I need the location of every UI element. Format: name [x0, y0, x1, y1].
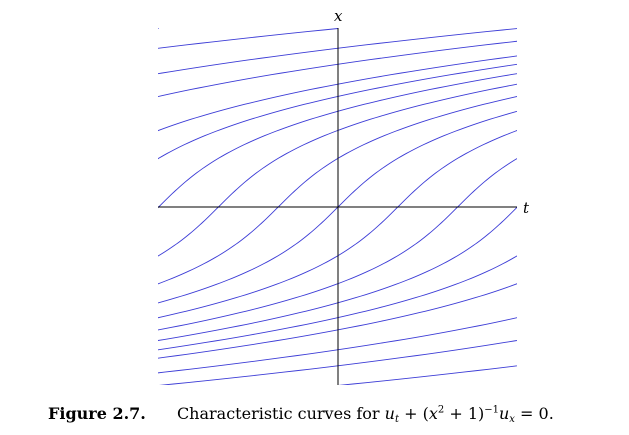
characteristic-curve-20	[158, 28, 159, 30]
caption-x1: x	[428, 404, 438, 423]
caption-u1: u	[384, 404, 395, 423]
characteristic-curve-16	[158, 55, 517, 132]
characteristic-curve-6	[158, 283, 517, 359]
caption-plus-one: + 1)	[444, 404, 485, 423]
caption-sup-neg1: −1	[484, 404, 499, 416]
caption-sub-x: x	[509, 414, 515, 425]
caption-plus-open: + (	[399, 404, 429, 423]
caption-sup2: 2	[437, 404, 445, 416]
characteristic-curve-8	[158, 206, 517, 341]
caption-sub-t: t	[394, 414, 399, 425]
figure-label: Figure 2.7.	[48, 404, 146, 423]
characteristic-curve-7	[158, 255, 517, 351]
characteristic-curve-2	[517, 29, 629, 386]
x-axis-label: x	[334, 7, 343, 25]
characteristic-curve-15	[158, 63, 517, 160]
characteristic-curve-5	[158, 317, 517, 374]
caption-text: Characteristic curves for ut + (x2 + 1)−…	[176, 404, 554, 425]
caption-prefix: Characteristic curves for	[176, 404, 385, 423]
t-axis-label: t	[523, 199, 530, 217]
characteristic-curves-chart: t x	[158, 7, 629, 386]
figure-caption: Figure 2.7. Characteristic curves for ut…	[48, 404, 554, 425]
caption-u2: u	[498, 404, 510, 423]
characteristic-curve-17	[158, 40, 517, 97]
caption-equals: = 0.	[514, 404, 554, 423]
